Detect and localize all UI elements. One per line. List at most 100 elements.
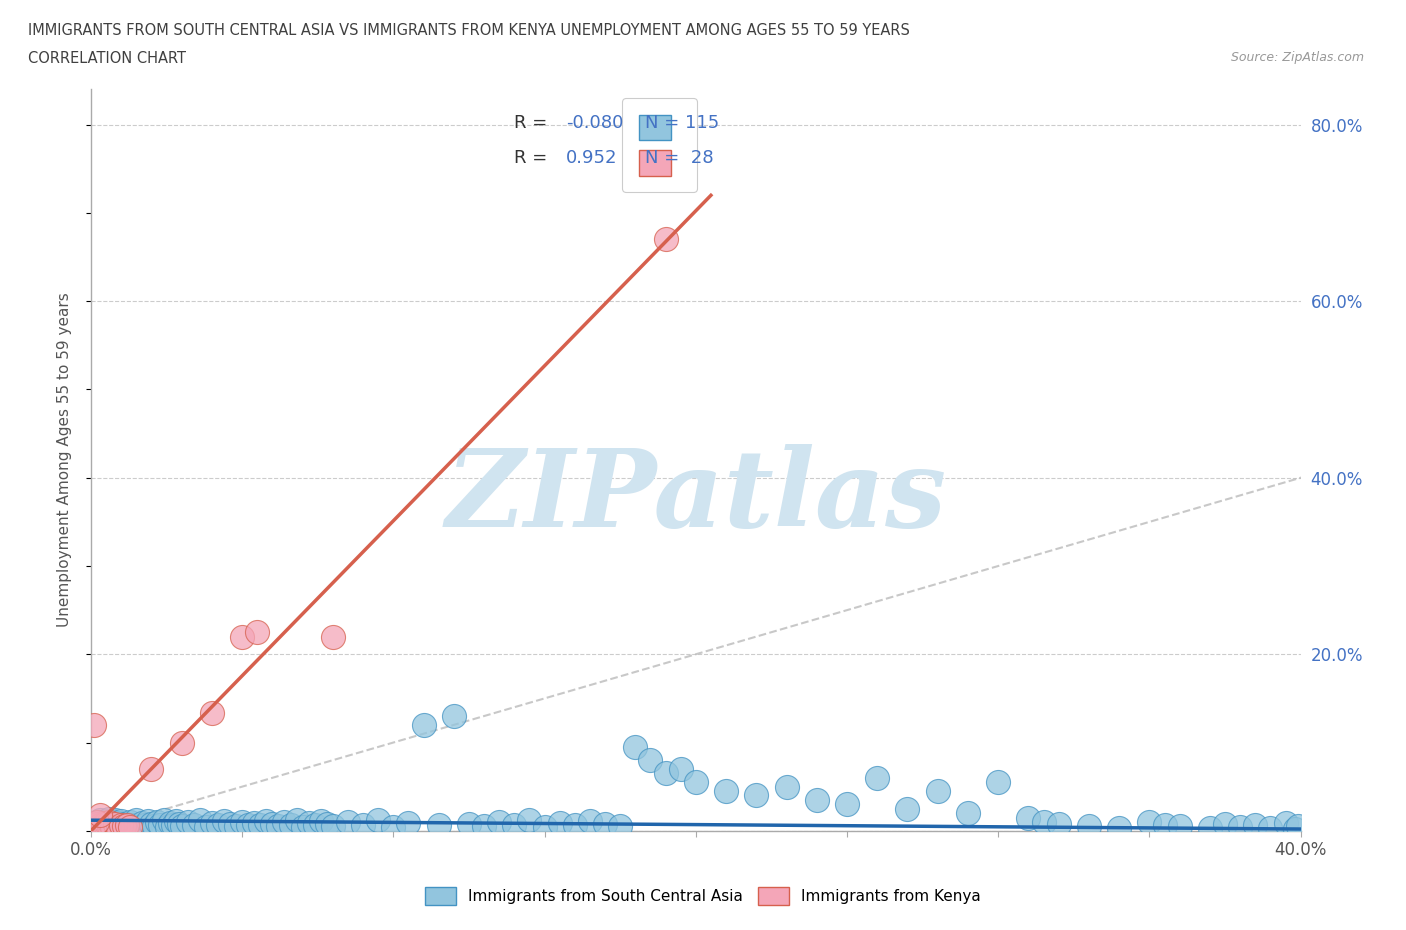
Point bbox=[1017, 810, 1039, 825]
Point bbox=[188, 813, 211, 828]
Point bbox=[1078, 819, 1101, 834]
Point bbox=[194, 820, 217, 835]
Point bbox=[83, 820, 105, 835]
Point bbox=[219, 817, 242, 831]
Point bbox=[1108, 820, 1130, 835]
Point bbox=[1199, 820, 1222, 835]
Point bbox=[443, 709, 465, 724]
Point bbox=[609, 819, 631, 834]
Point bbox=[249, 818, 271, 833]
Point bbox=[315, 817, 337, 831]
Point bbox=[146, 815, 169, 830]
Point bbox=[987, 775, 1010, 790]
Point bbox=[110, 818, 132, 833]
Point bbox=[134, 818, 156, 833]
Point bbox=[101, 820, 124, 835]
Point bbox=[835, 797, 858, 812]
Point bbox=[262, 817, 284, 831]
Point bbox=[775, 779, 797, 794]
Point bbox=[125, 813, 148, 828]
Point bbox=[309, 814, 332, 829]
Point bbox=[98, 815, 121, 830]
Point bbox=[243, 816, 266, 830]
Point bbox=[564, 818, 586, 833]
Point bbox=[94, 814, 117, 829]
Text: R =: R = bbox=[515, 113, 547, 132]
Point bbox=[104, 813, 127, 828]
Text: ZIPatlas: ZIPatlas bbox=[446, 445, 946, 551]
Point bbox=[112, 819, 135, 834]
Point bbox=[110, 814, 132, 829]
Point bbox=[120, 815, 142, 830]
Point bbox=[1153, 817, 1175, 832]
Point bbox=[1168, 819, 1191, 834]
Point bbox=[533, 820, 555, 835]
Text: -0.080: -0.080 bbox=[567, 113, 624, 132]
Text: R =: R = bbox=[515, 150, 547, 167]
Point bbox=[231, 815, 253, 830]
Point bbox=[149, 817, 172, 832]
Point bbox=[89, 807, 111, 822]
Point bbox=[86, 817, 108, 831]
Point bbox=[927, 784, 949, 799]
Point bbox=[104, 817, 127, 832]
Point bbox=[322, 819, 344, 834]
Point bbox=[138, 814, 160, 829]
Point bbox=[201, 816, 224, 830]
Point bbox=[120, 820, 142, 835]
Point bbox=[1047, 817, 1070, 831]
Text: IMMIGRANTS FROM SOUTH CENTRAL ASIA VS IMMIGRANTS FROM KENYA UNEMPLOYMENT AMONG A: IMMIGRANTS FROM SOUTH CENTRAL ASIA VS IM… bbox=[28, 23, 910, 38]
Point bbox=[98, 817, 121, 831]
Point bbox=[98, 812, 121, 827]
Point bbox=[162, 818, 184, 833]
Point bbox=[246, 625, 269, 640]
Point bbox=[1229, 820, 1251, 835]
Point bbox=[367, 813, 389, 828]
Point bbox=[285, 813, 308, 828]
Point bbox=[107, 816, 129, 830]
Point bbox=[141, 817, 163, 831]
Point bbox=[128, 820, 150, 835]
Point bbox=[177, 815, 200, 830]
Point bbox=[101, 819, 124, 834]
Point bbox=[155, 820, 177, 835]
Point bbox=[1244, 818, 1267, 833]
Point bbox=[89, 813, 111, 828]
Point bbox=[89, 820, 111, 835]
Point bbox=[101, 815, 124, 830]
Point bbox=[165, 814, 187, 829]
Point bbox=[131, 816, 153, 830]
Point bbox=[254, 814, 277, 829]
Point bbox=[472, 819, 495, 834]
Point bbox=[238, 817, 260, 832]
Point bbox=[298, 816, 321, 830]
Point bbox=[1213, 817, 1236, 831]
Point bbox=[304, 818, 326, 833]
Point bbox=[91, 818, 114, 833]
Point bbox=[1274, 816, 1296, 830]
Point bbox=[83, 717, 105, 732]
Point bbox=[624, 739, 647, 754]
Point bbox=[143, 819, 166, 834]
Point bbox=[170, 819, 193, 834]
Point bbox=[91, 820, 114, 835]
Point bbox=[896, 802, 918, 817]
Point bbox=[115, 819, 138, 834]
Point bbox=[212, 814, 235, 829]
Point bbox=[806, 792, 828, 807]
Point bbox=[866, 770, 889, 785]
Point bbox=[170, 735, 193, 750]
Point bbox=[956, 805, 979, 820]
Point bbox=[1032, 815, 1054, 830]
Point bbox=[141, 762, 163, 777]
Point bbox=[89, 817, 111, 832]
Point bbox=[94, 820, 117, 835]
Point bbox=[86, 819, 108, 834]
Point bbox=[1139, 815, 1161, 830]
Text: Source: ZipAtlas.com: Source: ZipAtlas.com bbox=[1230, 51, 1364, 64]
Point bbox=[427, 818, 450, 833]
Point bbox=[685, 775, 707, 790]
Point bbox=[231, 630, 253, 644]
Point bbox=[107, 820, 129, 835]
Point bbox=[122, 817, 145, 832]
